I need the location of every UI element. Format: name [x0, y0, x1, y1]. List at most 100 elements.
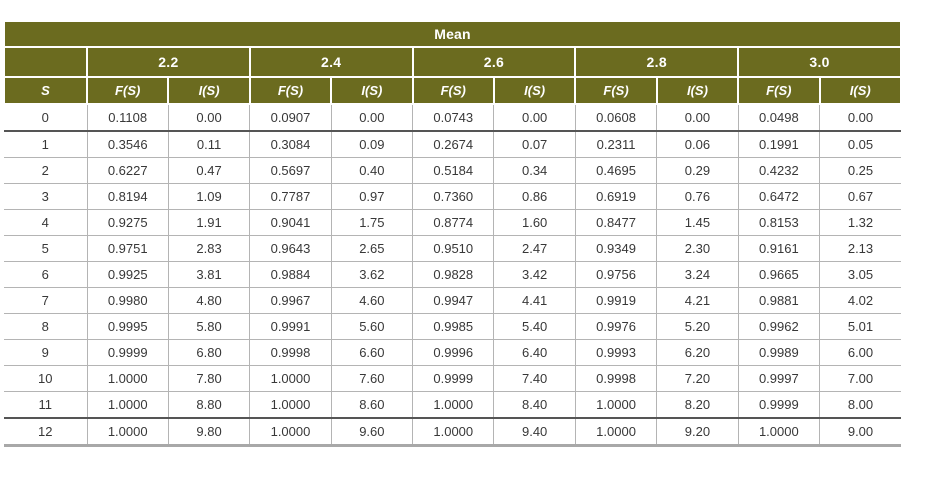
- row-header-cell: 5: [4, 235, 88, 262]
- row-header-cell: 4: [4, 209, 88, 236]
- sub-header-row: S F(S) I(S) F(S) I(S) F(S) I(S) F(S) I(S…: [3, 76, 903, 105]
- table-cell: 0.9980: [86, 287, 169, 314]
- table-cell: 0.9041: [249, 209, 332, 236]
- table-row: 1 0.3546 0.11 0.3084 0.09 0.2674 0.07 0.2311 0.0…: [4, 130, 901, 158]
- row-header-cell: 10: [4, 365, 88, 392]
- table-cell: 0.9967: [249, 287, 332, 314]
- table-cell: 0.05: [819, 130, 901, 158]
- row-header-cell: 9: [4, 339, 88, 366]
- table-cell: 6.80: [167, 339, 251, 366]
- table-cell: 1.45: [656, 209, 739, 236]
- column-header-is: I(S): [818, 76, 903, 105]
- table-cell: 0.9998: [249, 339, 332, 366]
- table-cell: 1.0000: [86, 417, 169, 447]
- table-cell: 1.09: [167, 183, 251, 210]
- group-header-2.4: 2.4: [248, 46, 414, 78]
- column-header-fs: F(S): [411, 76, 495, 105]
- table-cell: 7.20: [656, 365, 739, 392]
- table-cell: 1.32: [819, 209, 901, 236]
- column-header-fs: F(S): [85, 76, 170, 105]
- table-cell: 8.80: [167, 391, 251, 419]
- table-cell: 8.20: [656, 391, 739, 419]
- row-header-cell: 0: [4, 104, 88, 132]
- table-cell: 6.60: [330, 339, 414, 366]
- row-header-cell: 1: [4, 130, 88, 158]
- table-cell: 0.9989: [737, 339, 821, 366]
- table-header: Mean 2.2 2.4 2.6 2.8 3.0 S F(S) I(S) F(S…: [3, 20, 903, 105]
- row-header-cell: 8: [4, 313, 88, 340]
- table-row: 7 0.9980 4.80 0.9967 4.60 0.9947 4.41 0.9919 4.2…: [4, 287, 901, 314]
- table-cell: 1.0000: [412, 391, 495, 419]
- table-cell: 0.9976: [574, 313, 658, 340]
- table-cell: 0.9349: [574, 235, 658, 262]
- table-cell: 0.3084: [249, 130, 332, 158]
- table-cell: 5.60: [330, 313, 414, 340]
- table-cell: 1.75: [330, 209, 414, 236]
- table-title: Mean: [3, 20, 902, 48]
- table-cell: 0.4232: [737, 157, 821, 184]
- table-cell: 0.09: [330, 130, 414, 158]
- table-cell: 5.40: [493, 313, 576, 340]
- table-cell: 0.9993: [574, 339, 658, 366]
- table-cell: 0.9985: [412, 313, 495, 340]
- table-cell: 8.00: [819, 391, 901, 419]
- column-header-fs: F(S): [574, 76, 658, 105]
- table-cell: 0.67: [819, 183, 901, 210]
- table-cell: 7.00: [819, 365, 901, 392]
- table-cell: 4.21: [656, 287, 739, 314]
- table-cell: 0.06: [656, 130, 739, 158]
- table-cell: 0.9991: [249, 313, 332, 340]
- table-cell: 1.0000: [737, 417, 821, 447]
- table-cell: 1.0000: [249, 391, 332, 419]
- table-cell: 0.34: [493, 157, 576, 184]
- table-cell: 0.9161: [737, 235, 821, 262]
- table-cell: 3.24: [656, 261, 739, 288]
- column-header-is: I(S): [655, 76, 740, 105]
- table-row: 6 0.9925 3.81 0.9884 3.62 0.9828 3.42 0.9756 3.2…: [4, 261, 901, 288]
- table-row: 2 0.6227 0.47 0.5697 0.40 0.5184 0.34 0.4695 0.2…: [4, 157, 901, 184]
- table-row: 5 0.9751 2.83 0.9643 2.65 0.9510 2.47 0.9349 2.3…: [4, 235, 901, 262]
- table-cell: 3.42: [493, 261, 576, 288]
- table-cell: 0.5697: [249, 157, 332, 184]
- table-cell: 0.6919: [574, 183, 658, 210]
- table-cell: 0.0907: [249, 104, 332, 132]
- table-cell: 0.5184: [412, 157, 495, 184]
- table-row: 0 0.1108 0.00 0.0907 0.00 0.0743 0.00 0.0608 0.0…: [4, 104, 901, 132]
- row-header-cell: 3: [4, 183, 88, 210]
- table-cell: 0.9996: [412, 339, 495, 366]
- table-cell: 9.80: [167, 417, 251, 447]
- row-header-cell: 6: [4, 261, 88, 288]
- column-header-is: I(S): [492, 76, 577, 105]
- table-cell: 1.0000: [574, 391, 658, 419]
- table-cell: 0.8153: [737, 209, 821, 236]
- table-cell: 5.01: [819, 313, 901, 340]
- table-cell: 0.1108: [86, 104, 169, 132]
- table-cell: 0.9881: [737, 287, 821, 314]
- table-cell: 0.00: [167, 104, 251, 132]
- table-cell: 2.65: [330, 235, 414, 262]
- table-cell: 0.7360: [412, 183, 495, 210]
- table-cell: 0.9919: [574, 287, 658, 314]
- table-cell: 7.40: [493, 365, 576, 392]
- table-cell: 0.9884: [249, 261, 332, 288]
- table-cell: 9.20: [656, 417, 739, 447]
- row-header-cell: 11: [4, 391, 88, 419]
- row-header-cell: 12: [4, 417, 88, 447]
- table-cell: 0.9665: [737, 261, 821, 288]
- table-cell: 0.8774: [412, 209, 495, 236]
- table-cell: 3.81: [167, 261, 251, 288]
- table-cell: 4.41: [493, 287, 576, 314]
- table-cell: 0.9925: [86, 261, 169, 288]
- table-cell: 0.00: [656, 104, 739, 132]
- table-cell: 2.83: [167, 235, 251, 262]
- mean-distribution-table: Mean 2.2 2.4 2.6 2.8 3.0 S F(S) I(S) F(S…: [3, 20, 903, 447]
- table-cell: 5.20: [656, 313, 739, 340]
- table-cell: 0.8194: [86, 183, 169, 210]
- table-cell: 4.80: [167, 287, 251, 314]
- table-cell: 2.30: [656, 235, 739, 262]
- table-cell: 0.00: [819, 104, 901, 132]
- table-cell: 8.60: [330, 391, 414, 419]
- table-cell: 0.1991: [737, 130, 821, 158]
- title-row: Mean: [3, 20, 902, 48]
- column-header-fs: F(S): [248, 76, 333, 105]
